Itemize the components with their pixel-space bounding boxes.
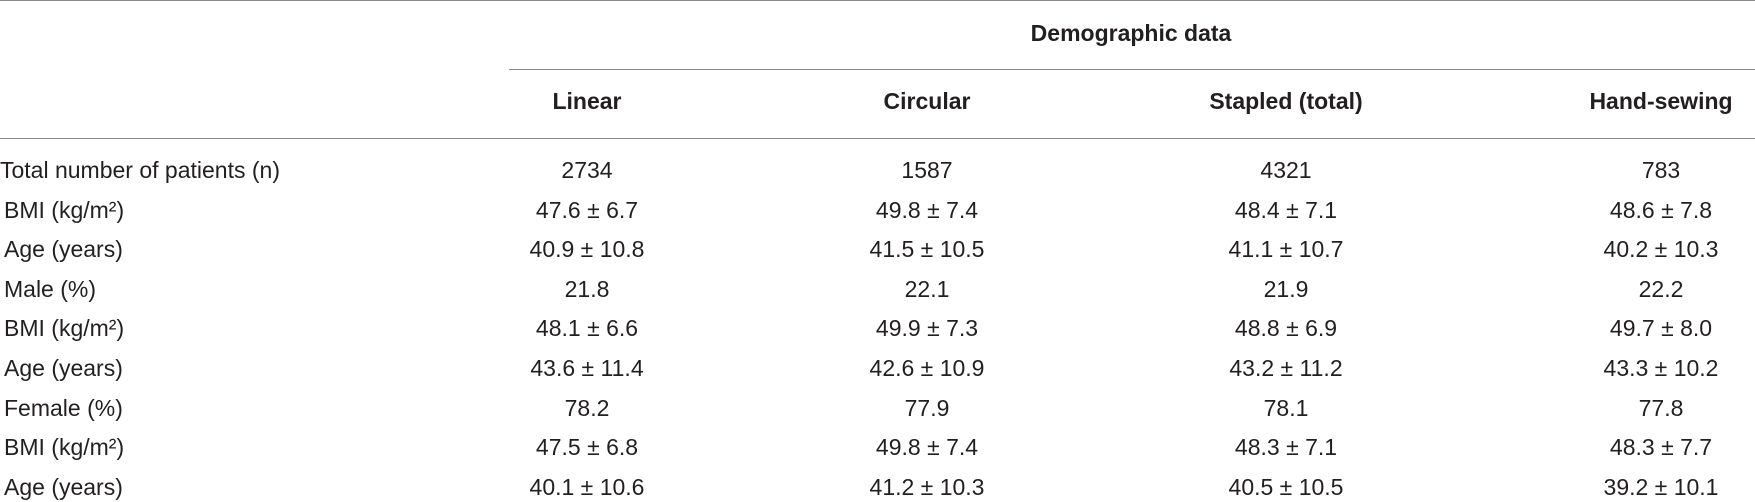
table-cell: 21.8 (564, 275, 610, 302)
row-label: Age (years) (4, 236, 123, 263)
group-rule (509, 69, 1755, 70)
table-cell: 48.8 ± 6.9 (1234, 315, 1338, 342)
table-cell: 48.3 ± 7.1 (1234, 434, 1338, 461)
table-cell: 77.8 (1638, 394, 1684, 421)
table-cell: 40.5 ± 10.5 (1228, 473, 1344, 500)
row-label: Age (years) (4, 355, 123, 381)
table-cell: 2734 (561, 157, 613, 183)
table-cell: 49.9 ± 7.3 (875, 315, 979, 342)
column-header: Linear (552, 88, 622, 114)
column-header: Hand-sewing (1589, 88, 1733, 114)
group-header: Demographic data (1030, 20, 1232, 46)
table-cell: 42.6 ± 10.9 (869, 355, 985, 381)
column-header: Stapled (total) (1209, 88, 1363, 114)
table-cell: 77.9 (904, 394, 950, 421)
table-cell: 1587 (901, 157, 953, 183)
table-cell: 48.6 ± 7.8 (1609, 196, 1713, 223)
row-label: Male (%) (4, 275, 97, 302)
table-cell: 78.2 (564, 394, 610, 421)
table-cell: 41.2 ± 10.3 (869, 473, 985, 500)
column-header: Circular (883, 88, 971, 114)
top-rule (0, 0, 1755, 1)
row-label: BMI (kg/m²) (4, 196, 125, 223)
table-cell: 48.4 ± 7.1 (1234, 196, 1338, 223)
row-label: Female (%) (4, 394, 123, 421)
table-cell: 43.3 ± 10.2 (1603, 355, 1719, 381)
table-cell: 41.1 ± 10.7 (1228, 236, 1344, 263)
table-cell: 47.6 ± 6.7 (535, 196, 639, 223)
table-cell: 49.8 ± 7.4 (875, 196, 979, 223)
table-cell: 39.2 ± 10.1 (1603, 473, 1719, 500)
table-cell: 41.5 ± 10.5 (869, 236, 985, 263)
table-cell: 783 (1641, 157, 1681, 183)
table-cell: 47.5 ± 6.8 (535, 434, 639, 461)
header-rule (0, 138, 1755, 139)
table-cell: 21.9 (1263, 275, 1309, 302)
table-cell: 40.1 ± 10.6 (529, 473, 645, 500)
table-cell: 40.2 ± 10.3 (1603, 236, 1719, 263)
table-cell: 48.3 ± 7.7 (1609, 434, 1713, 461)
table-cell: 48.1 ± 6.6 (535, 315, 639, 342)
table-cell: 43.6 ± 11.4 (530, 355, 644, 381)
table-cell: 40.9 ± 10.8 (529, 236, 645, 263)
row-label: Total number of patients (n) (0, 157, 280, 183)
row-label: BMI (kg/m²) (4, 434, 125, 461)
row-label: BMI (kg/m²) (4, 315, 125, 342)
table-cell: 78.1 (1263, 394, 1309, 421)
table-cell: 4321 (1260, 157, 1312, 183)
table-cell: 22.2 (1638, 275, 1684, 302)
table-cell: 49.7 ± 8.0 (1609, 315, 1713, 342)
row-label: Age (years) (4, 473, 123, 500)
table-cell: 49.8 ± 7.4 (875, 434, 979, 461)
table-cell: 43.2 ± 11.2 (1229, 355, 1343, 381)
table-cell: 22.1 (904, 275, 950, 302)
